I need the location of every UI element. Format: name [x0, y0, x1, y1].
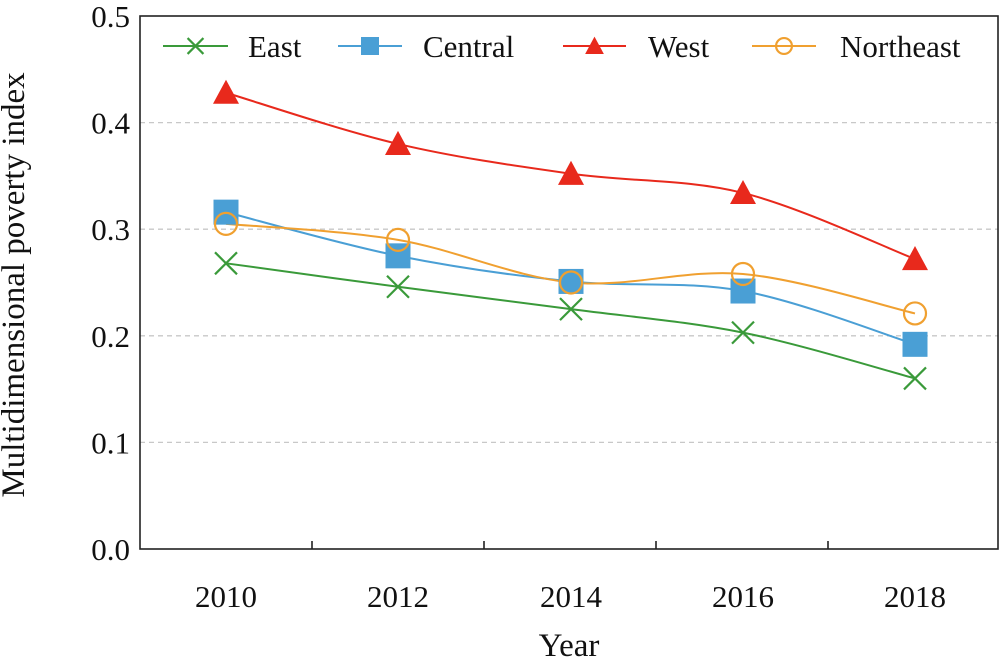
legend-marker-east: [186, 37, 205, 55]
x-tick-label: 2018: [884, 579, 946, 614]
data-point-west: [385, 130, 411, 155]
y-tick-label: 0.2: [91, 319, 130, 354]
legend-marker-central: [361, 37, 379, 55]
data-point-east: [214, 251, 238, 276]
y-tick-label: 0.3: [91, 212, 130, 247]
data-point-northeast: [730, 261, 756, 287]
x-tick-label: 2010: [195, 579, 257, 614]
data-point-east: [559, 297, 583, 321]
y-axis-title: Multidimensional poverty index: [0, 72, 32, 498]
gridlines: [140, 121, 998, 444]
y-tick-label: 0.1: [91, 425, 130, 460]
data-point-northeast: [213, 211, 239, 236]
y-tick-label: 0.0: [91, 532, 130, 567]
legend: East Central West Northeast: [163, 29, 961, 64]
y-tick-label: 0.4: [91, 106, 130, 141]
data-point-northeast: [385, 227, 411, 252]
data-point-west: [213, 79, 239, 104]
data-point-northeast: [902, 301, 928, 326]
legend-label-east: East: [248, 29, 302, 64]
legend-label-northeast: Northeast: [840, 29, 961, 64]
series-lines: [213, 79, 928, 391]
data-point-west: [558, 160, 584, 185]
data-point-east: [386, 274, 410, 299]
data-point-northeast: [558, 270, 584, 295]
data-point-west: [902, 246, 928, 271]
x-axis-title: Year: [539, 628, 600, 661]
legend-marker-northeast: [774, 36, 794, 56]
x-tick-label: 2014: [540, 579, 603, 614]
plot-frame: [139, 15, 999, 550]
data-point-central: [902, 331, 928, 357]
legend-label-central: Central: [423, 29, 514, 64]
axes: 0.0 0.1 0.2 0.3 0.4 0.5 2010 2012 2014 2016 2018: [91, 0, 999, 614]
data-point-east: [903, 366, 927, 391]
y-tick-label: 0.5: [91, 0, 130, 34]
legend-marker-west: [585, 36, 604, 54]
legend-label-west: West: [648, 29, 710, 64]
data-point-west: [730, 179, 756, 205]
series-line-northeast: [225, 222, 916, 315]
x-tick-label: 2016: [712, 579, 774, 614]
x-tick-label: 2012: [367, 579, 429, 614]
data-point-east: [731, 320, 755, 345]
